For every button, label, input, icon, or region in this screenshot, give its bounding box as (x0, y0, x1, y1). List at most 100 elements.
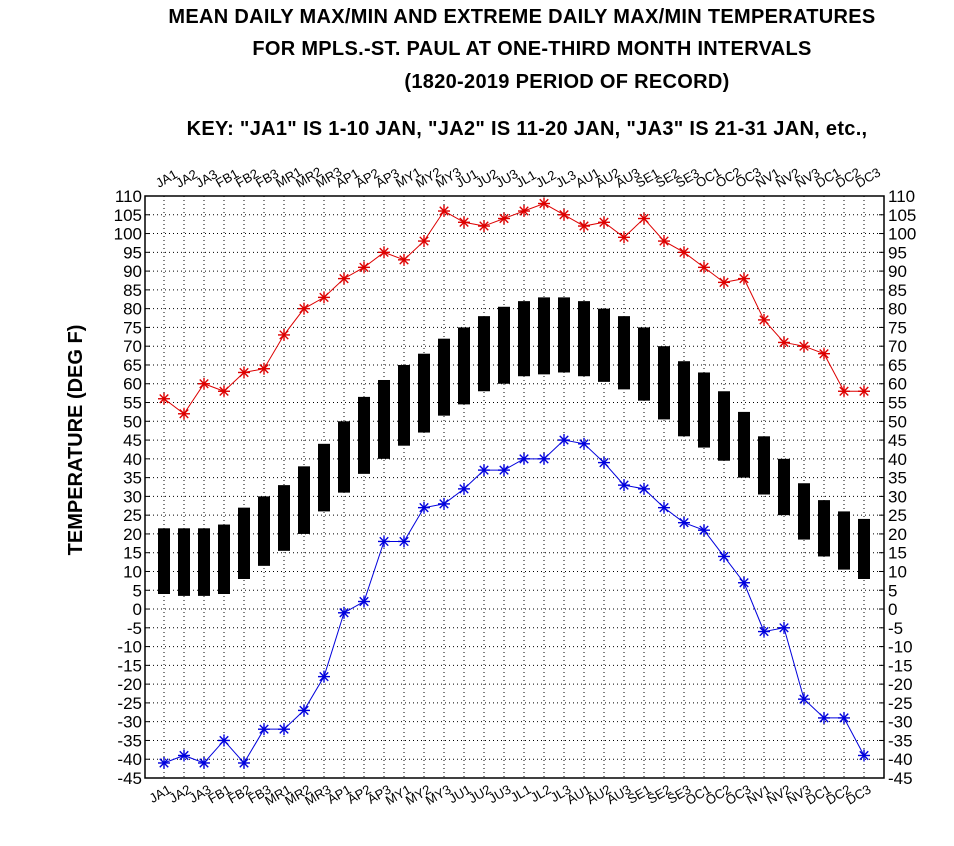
extreme-max-marker-oc1 (698, 261, 710, 274)
marker-stroke (579, 221, 589, 231)
marker-stroke (779, 623, 789, 633)
marker-stroke (199, 379, 209, 389)
marker-stroke (499, 465, 509, 475)
chart-subtitle: FOR MPLS.-ST. PAUL AT ONE-THIRD MONTH IN… (252, 38, 812, 60)
extreme-min-marker-au1 (578, 437, 590, 450)
plot-frame (144, 195, 885, 779)
extreme-max-marker-se3 (678, 246, 690, 259)
extreme-min-marker-fb3 (258, 723, 270, 736)
y-tick-label-right: -10 (888, 638, 913, 657)
y-tick-label-right: 80 (888, 300, 907, 319)
marker-stroke (519, 454, 529, 464)
marker-stroke (839, 713, 849, 723)
mean-range-bar-au1 (578, 301, 590, 377)
chart-title: MEAN DAILY MAX/MIN AND EXTREME DAILY MAX… (168, 6, 876, 28)
marker-stroke (819, 348, 829, 359)
marker-stroke (539, 454, 549, 464)
mean-range-bar-mr2 (298, 466, 310, 534)
extreme-max-marker-nv3 (798, 340, 810, 353)
marker-stroke (859, 386, 869, 396)
y-tick-label-left: 85 (123, 281, 142, 300)
y-tick-label-right: -20 (888, 675, 913, 694)
extreme-max-marker-my2 (418, 235, 430, 248)
marker-stroke (799, 341, 809, 351)
y-tick-label-left: 50 (123, 412, 142, 431)
extreme-min-marker-mr3 (318, 670, 330, 683)
axes (144, 195, 885, 779)
y-tick-label-left: -20 (117, 675, 142, 694)
y-tick-label-right: 100 (888, 225, 916, 244)
extreme-min-marker-dc1 (818, 711, 830, 724)
mean-range-bar-jl3 (558, 297, 570, 373)
marker-stroke (419, 236, 429, 246)
extreme-max-marker-ju3 (498, 212, 510, 225)
mean-range-bar-fb1 (218, 524, 230, 595)
extreme-max-marker-ja3 (198, 377, 210, 390)
extreme-max-line (163, 202, 864, 415)
y-tick-label-left: 55 (123, 394, 142, 413)
y-tick-label-left: 95 (123, 243, 142, 262)
axis-labels: -45 -45-40 -40-35 -35-30 -30-25 -25-20 -20-15-… (114, 164, 917, 808)
mean-range-bar-oc1 (698, 372, 710, 448)
extreme-min-marker-mr2 (298, 704, 310, 717)
mean-range-bar-dc2 (838, 511, 850, 570)
marker-stroke (259, 724, 269, 734)
y-tick-label-right: 25 (888, 506, 907, 525)
y-tick-label-right: -5 (888, 619, 903, 638)
y-tick-label-left: -5 (127, 619, 142, 638)
mean-range-bar-dc3 (858, 518, 870, 579)
extreme-max-marker-jl2 (538, 197, 550, 210)
extreme-max-marker-au2 (598, 216, 610, 229)
y-tick-label-right: 60 (888, 375, 907, 394)
y-tick-label-left: 5 (133, 581, 142, 600)
marker-stroke (459, 217, 469, 228)
marker-stroke (299, 705, 309, 716)
marker-stroke (599, 457, 609, 468)
marker-stroke (559, 210, 569, 220)
y-tick-label-left: -10 (117, 638, 142, 657)
extreme-max-marker-ja1 (158, 392, 170, 405)
marker-stroke (239, 758, 249, 768)
mean-range-bar-my2 (418, 353, 430, 433)
y-tick-label-left: 10 (123, 562, 142, 581)
y-tick-label-left: 70 (123, 337, 142, 356)
marker-stroke (859, 750, 869, 761)
y-tick-label-left: 65 (123, 356, 142, 375)
mean-range-bar-mr1 (278, 485, 290, 551)
extreme-min-marker-fb1 (218, 734, 230, 747)
extreme-max-marker-au3 (618, 231, 630, 244)
extreme-min-marker-ja3 (198, 756, 210, 769)
y-tick-label-right: 90 (888, 262, 907, 281)
extreme-max-marker-ap1 (338, 272, 350, 285)
extreme-max-marker-dc2 (838, 385, 850, 398)
marker-stroke (839, 386, 849, 396)
extreme-min-marker-my1 (398, 535, 410, 548)
mean-range-bar-nv1 (758, 436, 770, 495)
marker-stroke (819, 713, 829, 723)
marker-stroke (699, 525, 709, 535)
mean-range-bar-my3 (438, 338, 450, 416)
marker-stroke (319, 671, 329, 682)
mean-range-bar-jl1 (518, 301, 530, 377)
extreme-max-marker-my1 (398, 253, 410, 266)
marker-stroke (179, 750, 189, 761)
marker-stroke (199, 758, 209, 768)
mean-range-bar-oc3 (738, 411, 750, 478)
marker-stroke (399, 255, 409, 265)
marker-stroke (559, 435, 569, 445)
y-tick-label-right: 35 (888, 469, 907, 488)
mean-range-bar-ju1 (458, 327, 470, 405)
extreme-max-marker-oc3 (738, 272, 750, 285)
y-tick-label-right: 30 (888, 487, 907, 506)
y-tick-label-left: 35 (123, 469, 142, 488)
extreme-min-marker-ap3 (378, 535, 390, 548)
y-tick-label-right: -15 (888, 656, 913, 675)
y-tick-label-left: 25 (123, 506, 142, 525)
grid-lines (145, 195, 884, 779)
mean-range-bar-au3 (618, 316, 630, 390)
extreme-max-marker-ap2 (358, 261, 370, 274)
mean-range-bar-fb3 (258, 496, 270, 566)
marker-stroke (319, 292, 329, 303)
extreme-min-marker-mr1 (278, 723, 290, 736)
